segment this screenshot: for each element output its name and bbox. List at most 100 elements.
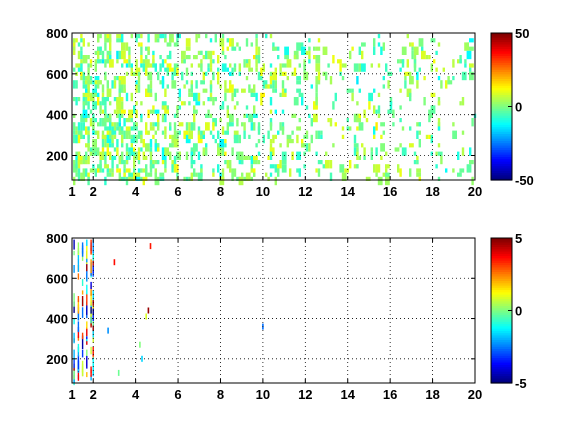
heatmap-cell [121,126,124,131]
heatmap-cell [99,105,102,114]
heatmap-cell [389,101,393,110]
heatmap-cell [337,59,342,64]
heatmap-cell [380,134,383,139]
heatmap-cell [149,164,153,173]
heatmap-cell [73,349,75,360]
heatmap-cell [466,42,469,47]
heatmap-cell [207,67,210,72]
colorbar-segment [491,49,512,52]
heatmap-cell [329,76,333,85]
heatmap-cell [423,76,426,81]
heatmap-cell [185,151,189,160]
axes-frame [71,237,476,384]
heatmap-cell [190,164,193,169]
colorbar-segment [491,72,512,75]
heatmap-cell [459,101,462,106]
heatmap-cell [361,50,364,60]
heatmap-cell [101,59,105,64]
heatmap-cell [145,122,148,131]
heatmap-cell [73,80,76,89]
heatmap-cell [109,113,112,118]
colorbar-segment [491,281,512,284]
heatmap-cell [214,34,217,43]
heatmap-cell [308,143,311,152]
heatmap-cell [353,143,359,148]
heatmap-cell [77,42,81,47]
heatmap-cell [205,113,210,118]
heatmap-cell [190,63,193,68]
heatmap-cell [269,151,273,160]
heatmap-cell [164,113,167,123]
heatmap-cell [157,122,160,131]
heatmap-cell [241,88,246,93]
x-tick-label: 12 [298,184,312,199]
heatmap-cell [274,88,277,93]
heatmap-cell [413,63,417,72]
heatmap-cell [269,76,273,85]
heatmap-cell [351,88,354,93]
heatmap-cell [212,168,215,173]
colorbar-segment [491,33,512,36]
heatmap-cell [243,122,246,131]
heatmap-cell [121,63,124,68]
heatmap-cell [99,160,102,169]
heatmap-cell [173,155,177,165]
heatmap-cell [375,109,378,114]
heatmap-cell [190,122,193,131]
heatmap-cell [452,122,455,127]
heatmap-cell [86,304,88,315]
heatmap-cell [200,50,203,55]
heatmap-cell [217,55,220,64]
heatmap-cell [87,113,90,118]
colorbar-segment [491,81,512,85]
heatmap-cell [207,50,213,60]
heatmap-cell [413,151,417,156]
heatmap-cell [279,63,282,72]
heatmap-cell [147,92,150,97]
heatmap-cell [293,97,299,106]
heatmap-cell [243,176,249,181]
heatmap-cell [82,122,85,131]
heatmap-cell [125,71,129,76]
heatmap-cell [86,262,88,272]
heatmap-cell [190,172,193,181]
heatmap-cell [221,34,225,39]
heatmap-cell [358,46,361,55]
heatmap-cell [104,139,107,148]
heatmap-cell [418,122,421,127]
heatmap-cell [106,172,112,177]
heatmap-cell [147,172,153,177]
heatmap-cell [137,151,141,160]
heatmap-cell [260,67,263,76]
heatmap-cell [104,105,107,114]
heatmap-cell [75,134,78,144]
heatmap-cell [86,372,88,378]
colorbar-segment [491,367,512,371]
heatmap-cell [334,122,337,127]
colorbar-tick-label: -5 [515,376,527,391]
heatmap-cell [90,281,92,289]
heatmap-cell [245,172,251,181]
heatmap-cell [200,172,203,177]
heatmap-cell [253,105,256,114]
heatmap-cell [281,126,285,135]
heatmap-cell [97,59,102,64]
heatmap-cell [373,134,376,139]
heatmap-cell [85,160,88,165]
heatmap-cell [377,42,381,47]
heatmap-cell [128,109,133,118]
colorbar-segment [491,278,512,282]
colorbar-segment [491,339,512,343]
heatmap-cell [188,122,191,131]
heatmap-cell [101,50,105,60]
heatmap-panel-top: 1 2 4 6 8 10 12 14 16 18 20 200 400 600 800 50 0 -50 [46,26,534,199]
heatmap-cell [190,151,193,156]
heatmap-cell [416,172,421,177]
heatmap-cell [159,55,162,60]
heatmap-cell [118,168,121,173]
heatmap-cell [99,118,102,127]
x-tick-label: 16 [383,387,397,402]
heatmap-cell [133,105,136,114]
heatmap-cell [231,92,234,102]
heatmap-cell [452,76,455,81]
